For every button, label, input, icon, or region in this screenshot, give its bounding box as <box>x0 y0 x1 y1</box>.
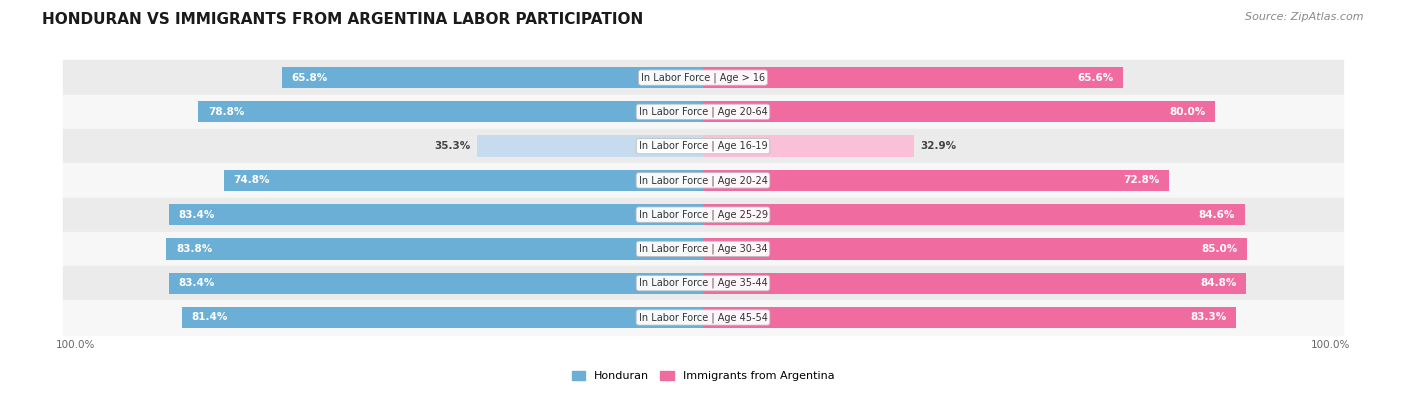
Bar <box>63 266 1343 300</box>
Bar <box>63 95 1343 129</box>
Text: 81.4%: 81.4% <box>191 312 228 322</box>
Bar <box>224 170 703 191</box>
Text: 74.8%: 74.8% <box>233 175 270 185</box>
Bar <box>703 273 1246 294</box>
Bar <box>477 135 703 157</box>
Text: 83.4%: 83.4% <box>179 278 215 288</box>
Bar <box>198 101 703 122</box>
Bar <box>181 307 703 328</box>
Text: In Labor Force | Age 25-29: In Labor Force | Age 25-29 <box>638 209 768 220</box>
Text: 83.8%: 83.8% <box>176 244 212 254</box>
Text: 35.3%: 35.3% <box>434 141 471 151</box>
Text: 85.0%: 85.0% <box>1202 244 1237 254</box>
Text: 65.8%: 65.8% <box>291 73 328 83</box>
Bar <box>63 300 1343 335</box>
Bar <box>703 135 914 157</box>
Text: 65.6%: 65.6% <box>1077 73 1114 83</box>
Bar <box>63 232 1343 266</box>
Bar <box>703 67 1123 88</box>
Text: 32.9%: 32.9% <box>920 141 956 151</box>
Bar <box>63 198 1343 232</box>
Bar <box>166 238 703 260</box>
Legend: Honduran, Immigrants from Argentina: Honduran, Immigrants from Argentina <box>568 366 838 386</box>
Bar <box>703 170 1170 191</box>
Text: 80.0%: 80.0% <box>1170 107 1206 117</box>
Bar <box>703 101 1215 122</box>
Bar <box>63 163 1343 198</box>
Text: 72.8%: 72.8% <box>1123 175 1160 185</box>
Text: Source: ZipAtlas.com: Source: ZipAtlas.com <box>1246 12 1364 22</box>
Text: 83.4%: 83.4% <box>179 210 215 220</box>
Text: 100.0%: 100.0% <box>56 340 96 350</box>
Text: 78.8%: 78.8% <box>208 107 245 117</box>
Bar <box>703 307 1236 328</box>
Text: In Labor Force | Age 45-54: In Labor Force | Age 45-54 <box>638 312 768 323</box>
Text: In Labor Force | Age 30-34: In Labor Force | Age 30-34 <box>638 244 768 254</box>
Text: HONDURAN VS IMMIGRANTS FROM ARGENTINA LABOR PARTICIPATION: HONDURAN VS IMMIGRANTS FROM ARGENTINA LA… <box>42 12 644 27</box>
Text: In Labor Force | Age 20-24: In Labor Force | Age 20-24 <box>638 175 768 186</box>
Bar <box>169 204 703 225</box>
Text: 100.0%: 100.0% <box>1310 340 1350 350</box>
Text: In Labor Force | Age 35-44: In Labor Force | Age 35-44 <box>638 278 768 288</box>
Text: In Labor Force | Age > 16: In Labor Force | Age > 16 <box>641 72 765 83</box>
Bar <box>703 238 1247 260</box>
Text: In Labor Force | Age 16-19: In Labor Force | Age 16-19 <box>638 141 768 151</box>
Text: 84.6%: 84.6% <box>1199 210 1234 220</box>
Text: In Labor Force | Age 20-64: In Labor Force | Age 20-64 <box>638 107 768 117</box>
Bar <box>63 60 1343 95</box>
Bar <box>63 129 1343 163</box>
Text: 84.8%: 84.8% <box>1201 278 1236 288</box>
Text: 83.3%: 83.3% <box>1191 312 1227 322</box>
Bar <box>169 273 703 294</box>
Bar <box>281 67 703 88</box>
Bar <box>703 204 1244 225</box>
